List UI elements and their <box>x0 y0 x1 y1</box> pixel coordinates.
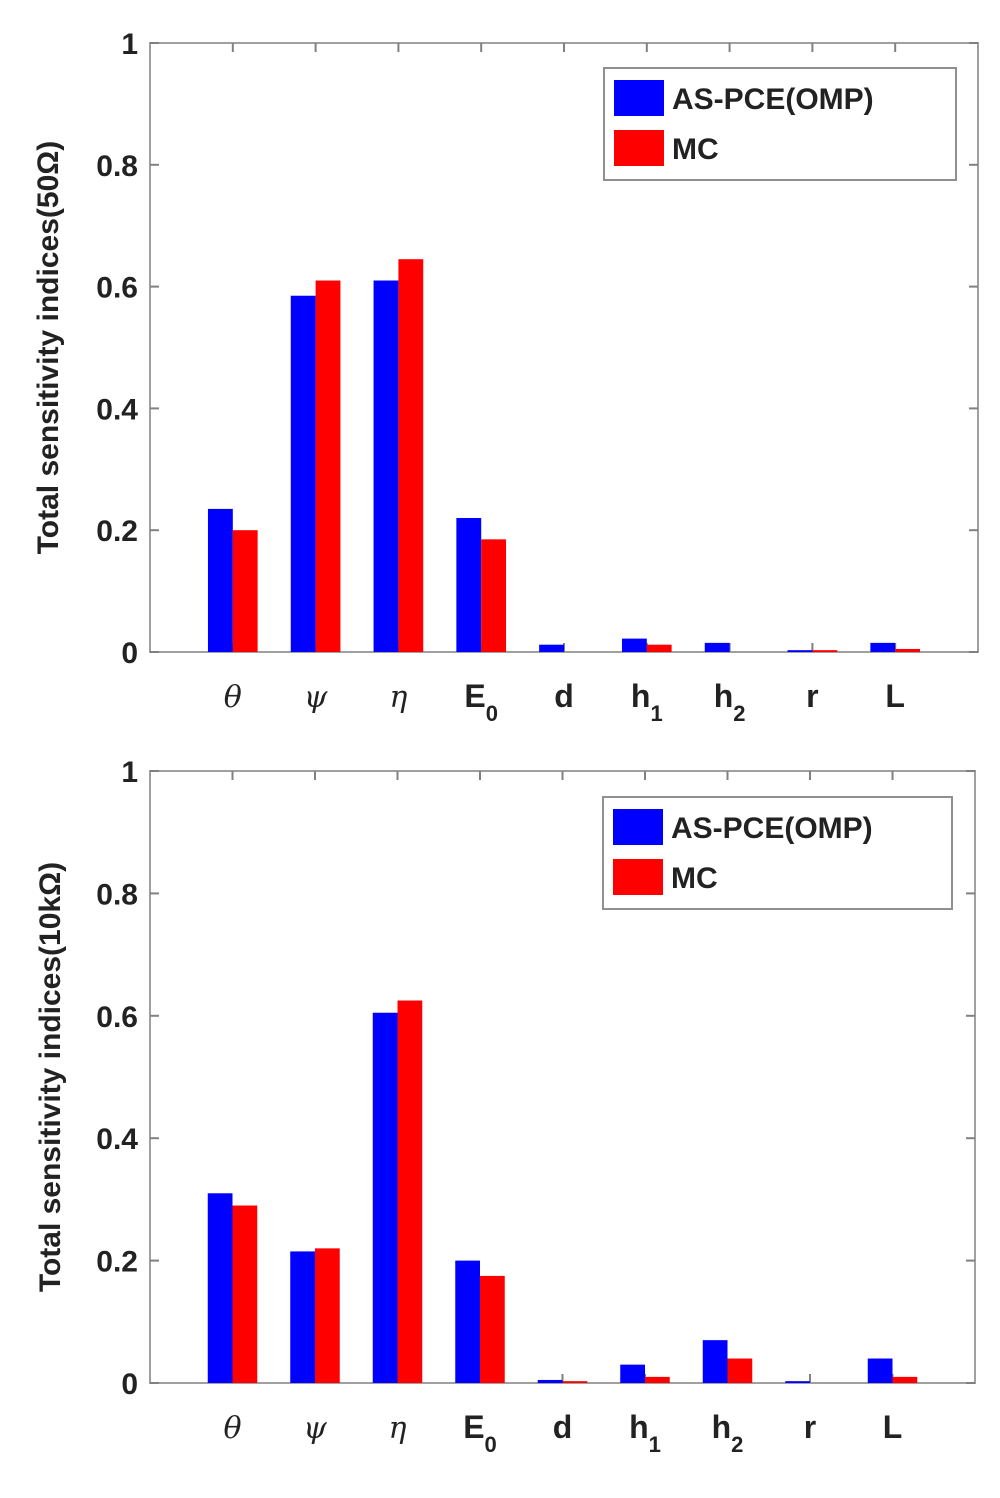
bar-as-pce-omp <box>621 638 647 652</box>
x-tick-label: d <box>553 1409 573 1445</box>
bar-as-pce-omp <box>372 1012 398 1383</box>
x-tick-label: L <box>883 1409 903 1445</box>
x-tick-label: h1 <box>629 1409 661 1457</box>
bar-as-pce-omp <box>620 1364 645 1383</box>
x-tick-label: ψ <box>304 680 328 715</box>
bar-as-pce-omp <box>207 1193 233 1383</box>
y-tick-label: 0.6 <box>96 272 138 305</box>
bar-mc <box>727 1358 753 1383</box>
bar-mc <box>812 650 838 652</box>
bar-mc <box>232 530 258 652</box>
bar-as-pce-omp <box>290 1251 315 1383</box>
x-tick-label: θ <box>223 1411 241 1446</box>
x-tick-label: E0 <box>463 1409 497 1457</box>
bar-as-pce-omp <box>704 642 730 652</box>
x-tick-label: h1 <box>631 678 663 726</box>
x-tick-label: η <box>389 680 407 715</box>
bar-as-pce-omp <box>867 1358 893 1383</box>
bar-mc <box>562 1381 588 1383</box>
bar-mc <box>480 1275 505 1383</box>
bar-mc <box>892 1376 918 1383</box>
y-tick-label: 0 <box>121 1368 138 1401</box>
legend-swatch <box>614 80 664 116</box>
bar-mc <box>481 539 507 652</box>
x-tick-label: E0 <box>464 678 498 726</box>
chart-bottom-10kohm: 0 0.2 0.4 0.6 0.8 1 θ ψ η E0 d h1 h2 r L Total sensitiv… <box>34 756 976 1457</box>
y-tick-label: 0.8 <box>96 150 138 183</box>
bar-mc <box>895 648 921 652</box>
bar-as-pce-omp <box>870 642 896 652</box>
bar-as-pce-omp <box>455 1260 480 1383</box>
x-tick-label: d <box>554 678 574 714</box>
y-tick-label: 0 <box>121 637 138 670</box>
bar-as-pce-omp <box>290 295 316 652</box>
bar-as-pce-omp <box>785 1381 810 1383</box>
y-axis-label: Total sensitivity indices(10kΩ) <box>34 862 67 1292</box>
legend-swatch <box>613 809 663 845</box>
y-tick-label: 1 <box>121 28 138 61</box>
legend-label: AS-PCE(OMP) <box>671 812 873 845</box>
y-tick-label: 0.2 <box>96 515 138 548</box>
x-tick-label: ψ <box>303 1411 327 1446</box>
bar-as-pce-omp <box>456 518 482 652</box>
x-tick-label: h2 <box>714 678 746 726</box>
y-tick-label: 1 <box>121 756 138 789</box>
bar-as-pce-omp <box>702 1340 728 1383</box>
y-tick-label: 0.4 <box>96 393 138 426</box>
x-tick-label: r <box>806 678 818 714</box>
legend-label: MC <box>671 862 718 895</box>
y-tick-label: 0.8 <box>96 878 138 911</box>
chart-top-50ohm: 0 0.2 0.4 0.6 0.8 1 θ ψ η E0 d h1 h2 r L Total sensitiv… <box>32 28 979 726</box>
x-tick-label: r <box>804 1409 816 1445</box>
bar-mc <box>315 280 341 652</box>
x-tick-label: L <box>885 678 905 714</box>
bar-mc <box>397 1000 423 1383</box>
legend-label: AS-PCE(OMP) <box>672 83 874 116</box>
legend-swatch <box>614 130 664 166</box>
y-axis-label: Total sensitivity indices(50Ω) <box>32 141 65 555</box>
bar-mc <box>315 1248 340 1383</box>
x-tick-label: θ <box>224 680 242 715</box>
bar-mc <box>645 1376 670 1383</box>
bar-as-pce-omp <box>373 280 399 652</box>
y-tick-label: 0.4 <box>96 1123 138 1156</box>
bar-mc <box>646 644 672 652</box>
x-tick-label: η <box>389 1411 407 1446</box>
bar-as-pce-omp <box>787 650 813 652</box>
legend-swatch <box>613 859 663 895</box>
bar-mc <box>232 1205 258 1383</box>
y-tick-label: 0.6 <box>96 1001 138 1034</box>
x-tick-label: h2 <box>712 1409 744 1457</box>
bar-as-pce-omp <box>537 1379 563 1383</box>
bar-mc <box>398 259 424 652</box>
y-tick-label: 0.2 <box>96 1246 138 1279</box>
bar-as-pce-omp <box>207 508 233 652</box>
bar-as-pce-omp <box>539 644 564 652</box>
legend-label: MC <box>672 133 719 166</box>
